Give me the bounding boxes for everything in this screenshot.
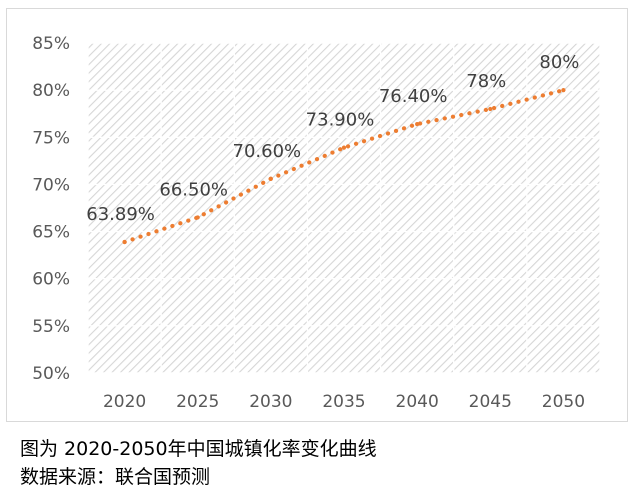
x-tick-label: 2020: [103, 392, 146, 412]
data-point: [415, 121, 420, 127]
data-labels: 63.89%66.50%70.60%73.90%76.40% 78% 80%: [86, 52, 579, 225]
y-tick-label: 85%: [32, 34, 70, 54]
x-tick-label: 2045: [469, 392, 512, 412]
y-axis: 50% 55% 60% 65% 70% 75% 80% 85%: [32, 34, 70, 384]
data-label: 80%: [539, 52, 579, 73]
x-tick-label: 2030: [249, 392, 292, 412]
data-label: 66.50%: [159, 179, 228, 200]
x-tick-label: 2025: [176, 392, 219, 412]
x-tick-label: 2040: [396, 392, 439, 412]
grid-lines: [87, 42, 601, 374]
data-point: [122, 239, 127, 245]
y-tick-label: 55%: [32, 317, 70, 337]
x-tick-label: 2035: [322, 392, 365, 412]
y-tick-label: 80%: [32, 81, 70, 101]
data-point: [561, 88, 566, 93]
x-axis: 2020 2025 2030 2035 2040 2045 2050: [103, 392, 585, 412]
data-point: [195, 215, 200, 220]
y-tick-label: 50%: [32, 364, 70, 384]
x-tick-label: 2050: [542, 392, 585, 412]
data-point: [341, 145, 347, 150]
y-tick-label: 75%: [32, 128, 70, 148]
data-point: [268, 176, 273, 181]
source-note: 数据来源：联合国预测: [20, 466, 211, 488]
y-tick-label: 65%: [32, 223, 70, 243]
data-label: 76.40%: [379, 86, 448, 107]
plot-area: [88, 43, 600, 373]
figure-caption: 图为 2020-2050年中国城镇化率变化曲线: [20, 438, 377, 460]
y-tick-label: 60%: [32, 270, 70, 290]
data-label: 70.60%: [233, 141, 302, 162]
data-label: 73.90%: [306, 110, 375, 131]
y-tick-label: 70%: [32, 175, 70, 195]
data-label: 78%: [466, 71, 506, 92]
data-point: [488, 106, 493, 112]
data-label: 63.89%: [86, 204, 155, 225]
series: [122, 88, 566, 245]
line-chart: 50% 55% 60% 65% 70% 75% 80% 85% 2020 2025 2030 203…: [32, 34, 601, 412]
